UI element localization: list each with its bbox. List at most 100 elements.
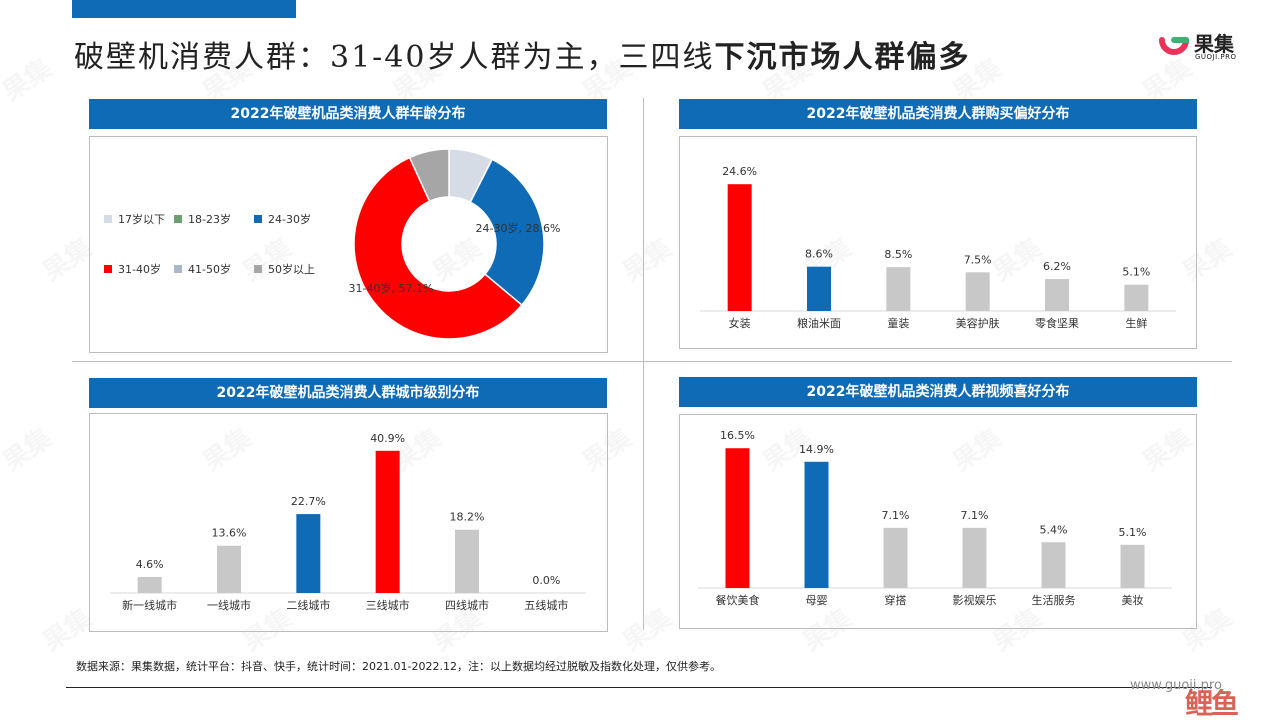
legend-swatch	[104, 215, 112, 223]
bar-value-label: 5.4%	[1040, 523, 1068, 536]
bar-value-label: 14.9%	[799, 443, 834, 456]
city-bar-chart: 4.6% 新一线城市 13.6% 一线城市 22.7% 二线城市 40.9% 三线城市 18.2…	[110, 432, 586, 612]
donut-data-label: 31-40岁, 57.1%	[349, 281, 434, 295]
bar	[1041, 542, 1066, 588]
purchase-chart-title: 2022年破壁机品类消费人群购买偏好分布	[679, 99, 1197, 129]
category-tick-label: 五线城市	[524, 598, 568, 612]
bar-value-label: 5.1%	[1119, 526, 1147, 539]
category-tick-label: 母婴	[806, 594, 828, 607]
legend-label: 50岁以上	[268, 263, 315, 276]
donut-data-label: 24-30岁, 28.6%	[476, 221, 561, 235]
donut-slice	[408, 148, 450, 203]
vertical-divider	[643, 98, 644, 630]
legend-item: 18-23岁	[174, 211, 231, 227]
legend-label: 31-40岁	[118, 263, 161, 276]
bar-value-label: 7.5%	[964, 253, 992, 266]
bar-value-label: 7.1%	[882, 509, 910, 522]
page-title: 破壁机消费人群：31-40岁人群为主，三四线下沉市场人群偏多	[74, 32, 970, 76]
bar	[217, 545, 241, 593]
bar	[455, 529, 479, 593]
bar	[725, 448, 750, 588]
video-chart-title: 2022年破壁机品类消费人群视频喜好分布	[679, 377, 1197, 407]
category-tick-label: 穿搭	[885, 593, 907, 607]
bar	[727, 184, 752, 311]
category-tick-label: 餐饮美食	[716, 593, 760, 607]
legend-item: 31-40岁	[104, 261, 161, 277]
footer-rule	[66, 687, 1212, 688]
bar-value-label: 24.6%	[722, 165, 757, 178]
category-tick-label: 童装	[887, 316, 909, 330]
bar	[883, 527, 908, 588]
video-bar-chart: 16.5% 餐饮美食 14.9% 母婴 7.1% 穿搭 7.1% 影视娱乐 5.4% 生活服务 5.…	[698, 429, 1172, 607]
category-tick-label: 零食坚果	[1035, 316, 1079, 330]
footer-brand-watermark: 鲤鱼	[1185, 687, 1239, 720]
legend-item: 50岁以上	[254, 261, 315, 277]
category-tick-label: 三线城市	[366, 598, 410, 612]
bar-value-label: 16.5%	[720, 429, 755, 442]
category-tick-label: 新一线城市	[122, 598, 177, 612]
category-tick-label: 一线城市	[207, 598, 251, 612]
legend-label: 17岁以下	[118, 213, 165, 226]
bar-value-label: 5.1%	[1122, 266, 1150, 279]
bar	[965, 272, 990, 311]
bar-value-label: 8.6%	[805, 248, 833, 261]
category-tick-label: 美妆	[1122, 594, 1144, 607]
brand-logo: 果集 GUOJI.PRO	[1158, 28, 1258, 64]
bar	[962, 527, 987, 588]
bar-value-label: 0.0%	[532, 574, 560, 587]
bar	[886, 267, 911, 311]
category-tick-label: 二线城市	[286, 598, 330, 612]
bar-value-label: 22.7%	[291, 495, 326, 508]
video-chart-panel: 16.5% 餐饮美食 14.9% 母婴 7.1% 穿搭 7.1% 影视娱乐 5.4% 生活服务 5.…	[679, 414, 1197, 629]
city-chart-title: 2022年破壁机品类消费人群城市级别分布	[89, 378, 607, 408]
bar	[1120, 544, 1145, 588]
bar-value-label: 40.9%	[370, 432, 405, 445]
legend-swatch	[254, 265, 262, 273]
watermark-tile: 果集	[614, 598, 678, 658]
page-title-bold: 下沉市场人群偏多	[714, 40, 971, 75]
purchase-bar-chart: 24.6% 女装 8.6% 粮油米面 8.5% 童装 7.5% 美容护肤 6.2% 零食坚果 5.1…	[700, 165, 1176, 330]
donut-slice	[353, 156, 523, 340]
city-chart-panel: 4.6% 新一线城市 13.6% 一线城市 22.7% 二线城市 40.9% 三线城市 18.2…	[89, 413, 608, 632]
top-accent-bar	[72, 0, 296, 18]
bar-value-label: 18.2%	[450, 511, 485, 524]
logo-subtext: GUOJI.PRO	[1195, 53, 1237, 61]
legend-item: 41-50岁	[174, 261, 231, 277]
data-source-footnote: 数据来源：果集数据，统计平台：抖音、快手，统计时间：2021.01-2022.1…	[76, 660, 721, 673]
bar	[296, 514, 321, 593]
watermark-tile: 果集	[0, 418, 58, 478]
legend-label: 41-50岁	[188, 263, 231, 276]
legend-swatch	[104, 265, 112, 273]
watermark-tile: 果集	[614, 228, 678, 288]
age-chart-title: 2022年破壁机品类消费人群年龄分布	[89, 99, 607, 129]
legend-label: 24-30岁	[268, 213, 311, 226]
bar-value-label: 4.6%	[136, 558, 164, 571]
age-chart-panel: 24-30岁, 28.6% 31-40岁, 57.1%	[89, 136, 608, 353]
bar-value-label: 7.1%	[961, 509, 989, 522]
bar	[137, 577, 162, 593]
horizontal-divider	[72, 361, 1232, 362]
bar-value-label: 6.2%	[1043, 260, 1071, 273]
category-tick-label: 生鲜	[1125, 316, 1147, 330]
bar	[1124, 284, 1149, 311]
bar	[807, 266, 831, 311]
bar-value-label: 8.5%	[884, 248, 912, 261]
category-tick-label: 生活服务	[1032, 593, 1076, 607]
legend-item: 17岁以下	[104, 211, 165, 227]
category-tick-label: 女装	[729, 316, 751, 330]
bar-value-label: 13.6%	[212, 527, 247, 540]
footer-url: www.guoji.pro	[1130, 678, 1222, 693]
legend-label: 18-23岁	[188, 213, 231, 226]
bar	[1045, 279, 1069, 311]
age-donut-chart: 24-30岁, 28.6% 31-40岁, 57.1%	[349, 148, 561, 340]
legend-swatch	[254, 215, 262, 223]
bar	[804, 461, 829, 588]
purchase-chart-panel: 24.6% 女装 8.6% 粮油米面 8.5% 童装 7.5% 美容护肤 6.2% 零食坚果 5.1…	[679, 136, 1197, 349]
bar	[375, 450, 400, 593]
watermark-tile: 果集	[0, 48, 58, 108]
logo-text: 果集	[1194, 32, 1234, 56]
category-tick-label: 粮油米面	[797, 316, 841, 330]
page-title-plain: 破壁机消费人群：31-40岁人群为主，三四线	[74, 40, 715, 75]
category-tick-label: 影视娱乐	[953, 593, 997, 607]
category-tick-label: 四线城市	[445, 598, 489, 612]
